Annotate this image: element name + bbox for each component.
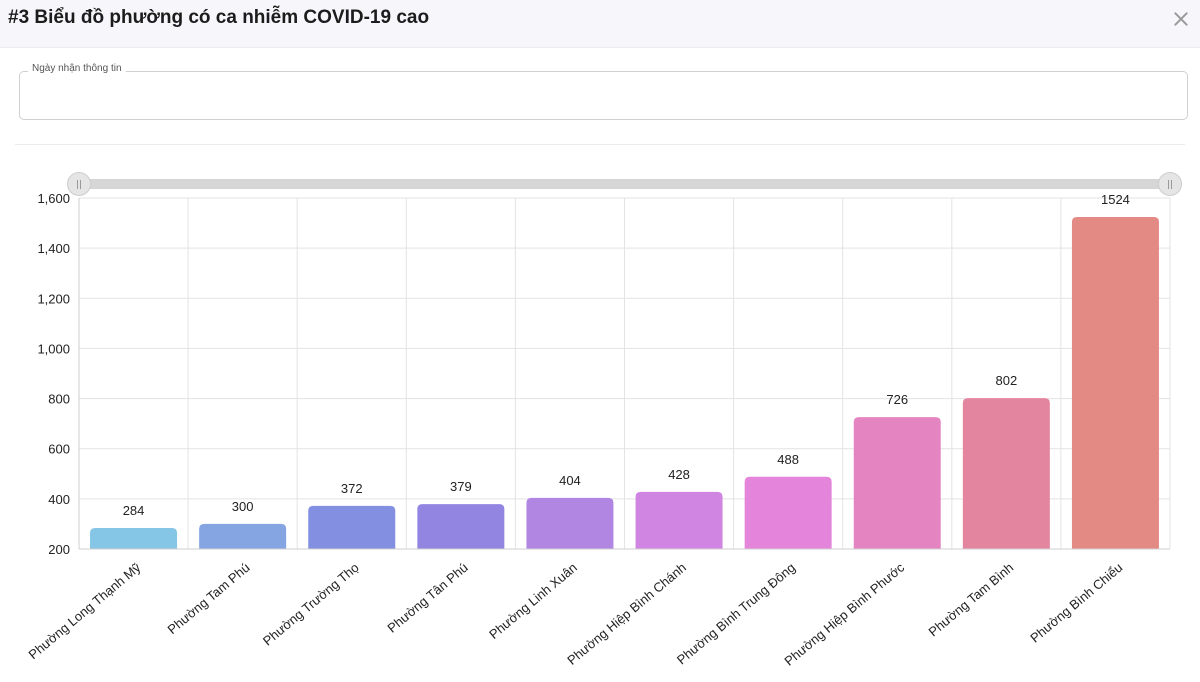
data-label: 284 <box>123 503 145 518</box>
bar <box>90 527 178 549</box>
y-tick-label: 200 <box>48 542 70 557</box>
divider <box>15 144 1185 145</box>
y-tick-label: 400 <box>48 492 70 507</box>
y-tick-label: 1,200 <box>37 291 70 306</box>
x-tick-label: Phường Hiệp Bình Phước <box>781 559 907 668</box>
range-slider-end-handle[interactable] <box>1158 172 1182 196</box>
page-title: #3 Biểu đồ phường có ca nhiễm COVID-19 c… <box>8 7 430 28</box>
y-tick-label: 800 <box>48 392 70 407</box>
bar <box>635 491 723 549</box>
x-tick-label: Phường Bình Trung Đông <box>674 560 798 668</box>
x-tick-label: Phường Tân Phú <box>384 560 470 636</box>
bar <box>1071 217 1159 549</box>
x-tick-label: Phường Bình Chiểu <box>1027 560 1125 646</box>
y-tick-label: 1,400 <box>37 241 70 256</box>
data-label: 726 <box>886 392 908 407</box>
date-input[interactable] <box>19 71 1188 120</box>
data-label: 300 <box>232 499 254 514</box>
x-tick-label: Phường Trường Thọ <box>260 560 362 649</box>
data-label: 404 <box>559 473 581 488</box>
x-tick-label: Phường Tam Bình <box>926 560 1017 640</box>
data-label: 379 <box>450 479 472 494</box>
y-tick-label: 1,000 <box>37 341 70 356</box>
data-label: 488 <box>777 452 799 467</box>
bar <box>744 476 832 549</box>
x-tick-label: Phường Hiệp Bình Chánh <box>564 560 689 668</box>
x-tick-label: Phường Tam Phú <box>165 560 253 637</box>
data-label: 1524 <box>1101 192 1130 207</box>
y-tick-label: 1,600 <box>37 191 70 206</box>
data-label: 372 <box>341 481 363 496</box>
bar <box>526 497 614 549</box>
bar <box>962 398 1050 549</box>
x-tick-label: Phường Long Thạnh Mỹ <box>26 559 144 662</box>
bar <box>199 523 287 549</box>
date-input-label: Ngày nhận thông tin <box>28 63 126 74</box>
data-label: 428 <box>668 467 690 482</box>
x-tick-label: Phường Linh Xuân <box>486 560 580 642</box>
range-slider-track[interactable] <box>79 179 1170 189</box>
bar <box>308 505 396 549</box>
modal-header: #3 Biểu đồ phường có ca nhiễm COVID-19 c… <box>0 0 1200 48</box>
data-label: 802 <box>995 373 1017 388</box>
bar <box>853 417 941 549</box>
range-slider-start-handle[interactable] <box>67 172 91 196</box>
bar <box>417 504 505 549</box>
y-tick-label: 600 <box>48 442 70 457</box>
